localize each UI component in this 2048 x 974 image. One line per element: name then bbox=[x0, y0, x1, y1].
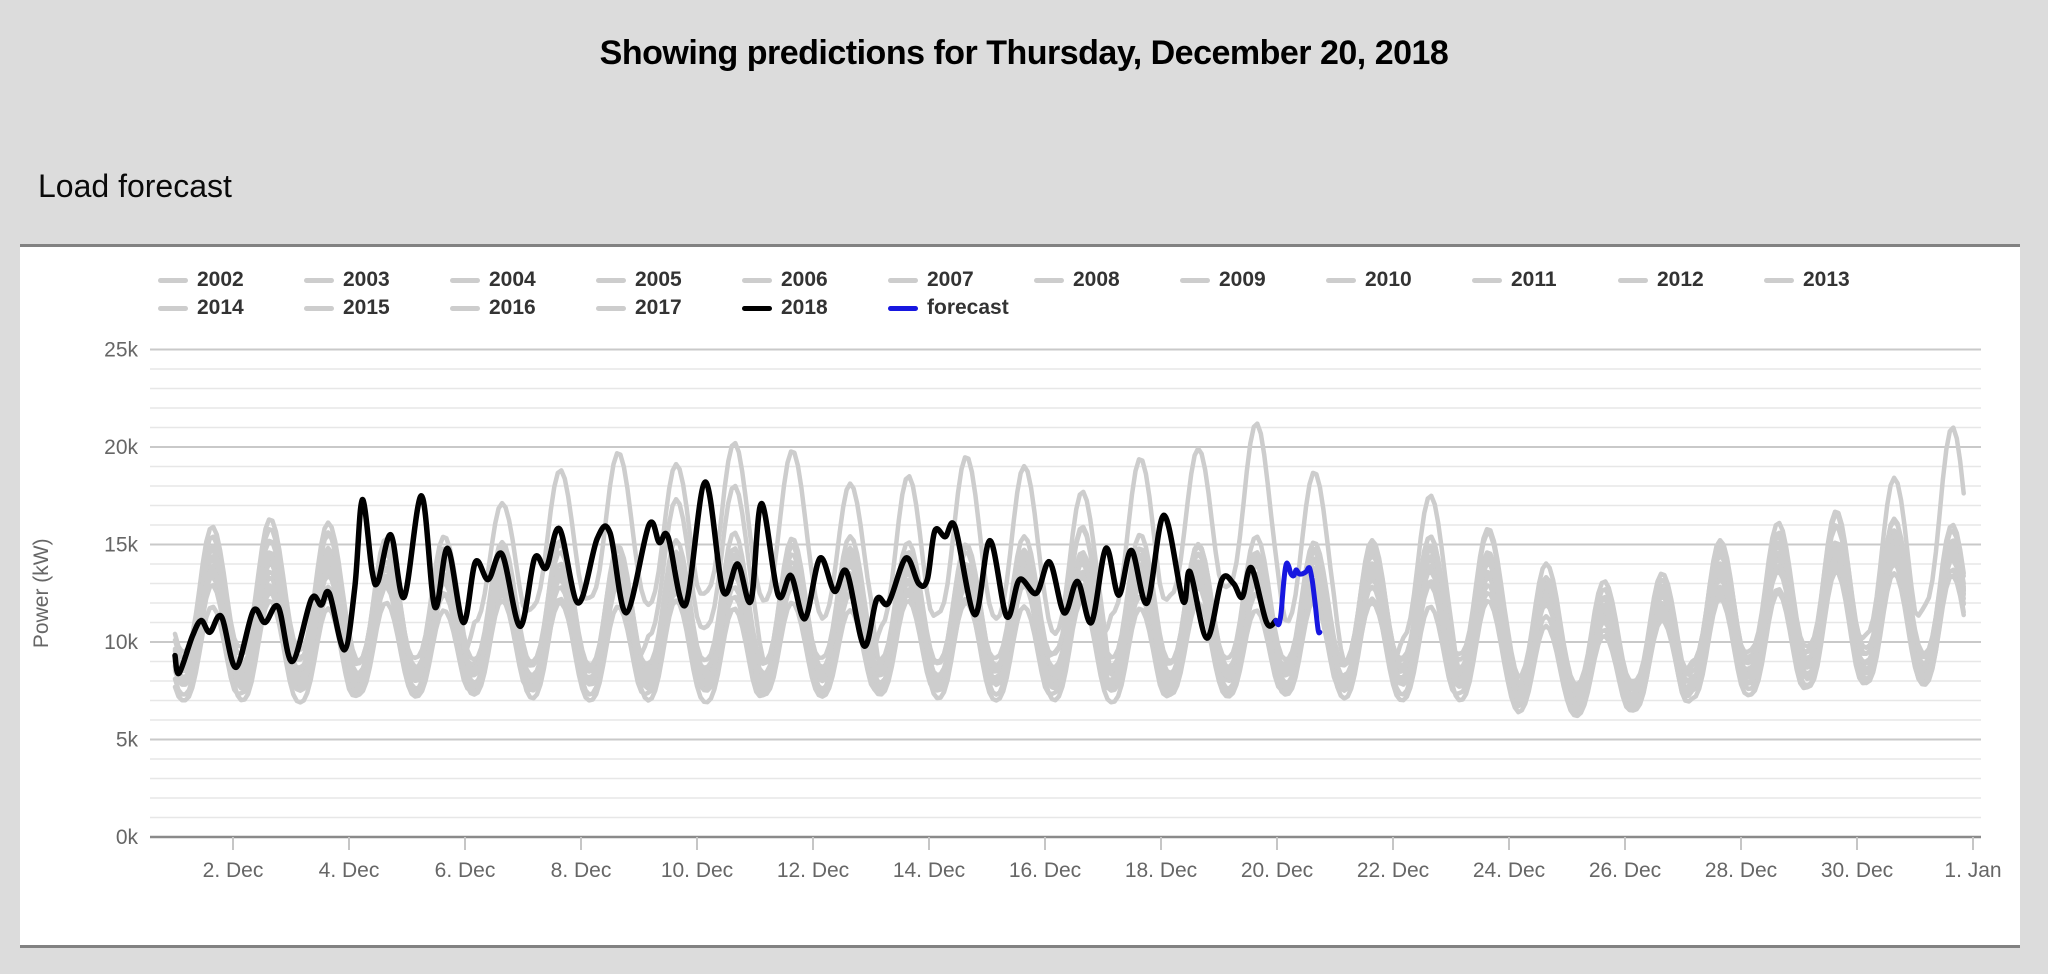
legend-item-2005[interactable]: 2005 bbox=[596, 268, 742, 292]
legend-item-2012[interactable]: 2012 bbox=[1618, 268, 1764, 292]
legend-label: 2011 bbox=[1511, 268, 1557, 291]
legend-swatch-2009 bbox=[1180, 277, 1210, 283]
legend-label: 2014 bbox=[197, 296, 244, 319]
legend-swatch-2011 bbox=[1472, 277, 1502, 283]
legend-swatch-2010 bbox=[1326, 277, 1356, 283]
legend-label: 2009 bbox=[1219, 268, 1266, 291]
legend-swatch-2013 bbox=[1764, 277, 1794, 283]
legend-swatch-2008 bbox=[1034, 277, 1064, 283]
legend-item-2004[interactable]: 2004 bbox=[450, 268, 596, 292]
legend-item-2016[interactable]: 2016 bbox=[450, 296, 596, 320]
legend-item-2013[interactable]: 2013 bbox=[1764, 268, 1910, 292]
legend-item-2006[interactable]: 2006 bbox=[742, 268, 888, 292]
legend-label: 2012 bbox=[1657, 268, 1704, 291]
legend-swatch-2017 bbox=[596, 305, 626, 311]
legend-item-2002[interactable]: 2002 bbox=[158, 268, 304, 292]
legend-item-2018[interactable]: 2018 bbox=[742, 296, 888, 320]
legend-item-2010[interactable]: 2010 bbox=[1326, 268, 1472, 292]
legend-swatch-forecast bbox=[888, 305, 918, 311]
legend-label: 2018 bbox=[781, 296, 828, 319]
legend-item-2017[interactable]: 2017 bbox=[596, 296, 742, 320]
legend-item-2003[interactable]: 2003 bbox=[304, 268, 450, 292]
chart-legend: 2002 2003 2004 2005 2006 2007 2008 2009 2010 2011… bbox=[158, 266, 1910, 322]
legend-item-2008[interactable]: 2008 bbox=[1034, 268, 1180, 292]
legend-label: 2002 bbox=[197, 268, 244, 291]
legend-swatch-2004 bbox=[450, 277, 480, 283]
legend-swatch-2003 bbox=[304, 277, 334, 283]
legend-item-2015[interactable]: 2015 bbox=[304, 296, 450, 320]
legend-label: 2006 bbox=[781, 268, 828, 291]
chart-panel bbox=[20, 244, 2020, 948]
legend-item-forecast[interactable]: forecast bbox=[888, 296, 1034, 320]
legend-swatch-2007 bbox=[888, 277, 918, 283]
legend-swatch-2014 bbox=[158, 305, 188, 311]
legend-label: forecast bbox=[927, 296, 1009, 319]
legend-label: 2005 bbox=[635, 268, 682, 291]
legend-swatch-2012 bbox=[1618, 277, 1648, 283]
legend-item-2011[interactable]: 2011 bbox=[1472, 268, 1618, 292]
page-title: Showing predictions for Thursday, Decemb… bbox=[599, 34, 1449, 72]
legend-item-2009[interactable]: 2009 bbox=[1180, 268, 1326, 292]
legend-swatch-2016 bbox=[450, 305, 480, 311]
legend-label: 2007 bbox=[927, 268, 974, 291]
legend-label: 2003 bbox=[343, 268, 390, 291]
legend-label: 2008 bbox=[1073, 268, 1120, 291]
legend-swatch-2002 bbox=[158, 277, 188, 283]
legend-label: 2010 bbox=[1365, 268, 1412, 291]
chart-heading: Load forecast bbox=[38, 168, 232, 204]
legend-item-2007[interactable]: 2007 bbox=[888, 268, 1034, 292]
legend-label: 2004 bbox=[489, 268, 536, 291]
legend-label: 2017 bbox=[635, 296, 682, 319]
legend-swatch-2005 bbox=[596, 277, 626, 283]
legend-swatch-2015 bbox=[304, 305, 334, 311]
legend-label: 2013 bbox=[1803, 268, 1850, 291]
legend-item-2014[interactable]: 2014 bbox=[158, 296, 304, 320]
legend-swatch-2006 bbox=[742, 277, 772, 283]
legend-label: 2016 bbox=[489, 296, 536, 319]
legend-label: 2015 bbox=[343, 296, 390, 319]
legend-swatch-2018 bbox=[742, 305, 772, 311]
